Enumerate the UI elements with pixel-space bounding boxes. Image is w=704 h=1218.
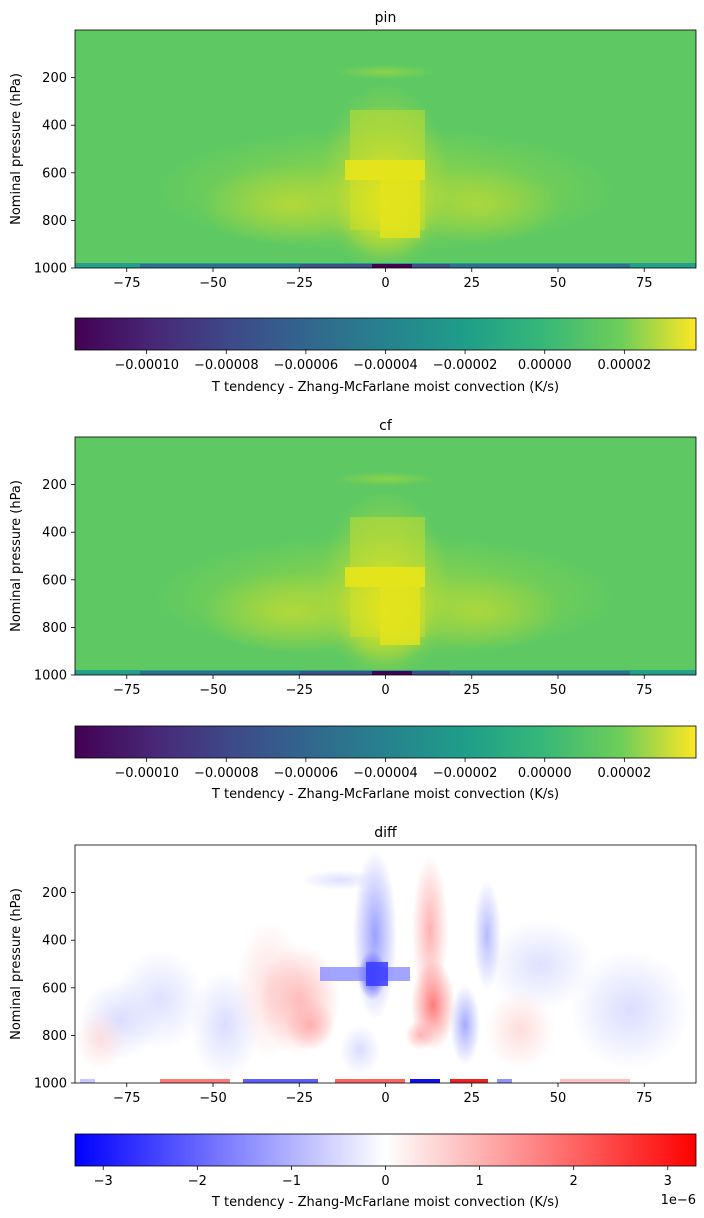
colorbar-tick-label: −0.00002: [433, 358, 498, 373]
panel-cf: cf Nominal pressure (hPa) −75 −50 −25 0 25 50…: [9, 418, 697, 802]
panel-title: pin: [375, 10, 397, 26]
colorbar-tick-label: 3: [664, 1174, 672, 1189]
colorbar-tick-label: −0.00010: [114, 358, 179, 373]
y-tick-label: 800: [42, 621, 67, 636]
x-tick-label: 75: [636, 276, 653, 291]
x-tick-label: 50: [550, 1091, 567, 1106]
x-tick-label: 0: [381, 683, 389, 698]
colorbar: [74, 1133, 697, 1167]
heatmap-field: [75, 30, 696, 268]
y-tick-label: 400: [42, 934, 67, 949]
colorbar-tick-label: −0.00004: [353, 766, 418, 781]
colorbar-ticks: −3 −2 −1 0 1 2 3: [94, 1166, 672, 1189]
colorbar-tick-label: 1: [475, 1174, 483, 1189]
panel-title: cf: [379, 418, 393, 434]
colorbar-tick-label: 0: [381, 1174, 389, 1189]
colorbar-tick-label: −0.00002: [433, 766, 498, 781]
y-axis-ticks: 200 400 600 800 1000: [34, 886, 75, 1092]
x-tick-label: −25: [286, 276, 313, 291]
x-tick-label: 25: [463, 1091, 480, 1106]
colorbar-tick-label: −0.00008: [194, 766, 259, 781]
x-tick-label: −50: [199, 276, 226, 291]
y-tick-label: 1000: [34, 1077, 67, 1092]
colorbar-tick-label: 0.00002: [597, 358, 651, 373]
y-tick-label: 200: [42, 71, 67, 86]
colorbar-tick-label: 0.00000: [518, 766, 572, 781]
y-axis-label: Nominal pressure (hPa): [9, 888, 24, 1040]
colorbar: [74, 725, 697, 759]
y-tick-label: 600: [42, 981, 67, 996]
panel-pin: pin Nominal pressure (hPa) −75 −50 −25 0 25 5…: [9, 10, 697, 395]
panel-diff: diff: [9, 825, 697, 1210]
y-tick-label: 600: [42, 166, 67, 181]
y-axis-ticks: 200 400 600 800 1000: [34, 71, 75, 277]
y-tick-label: 200: [42, 886, 67, 901]
x-tick-label: −25: [286, 1091, 313, 1106]
colorbar-tick-label: −2: [188, 1174, 207, 1189]
y-tick-label: 400: [42, 526, 67, 541]
colorbar-ticks: −0.00010 −0.00008 −0.00006 −0.00004 −0.00002…: [114, 758, 651, 781]
x-axis-ticks: −75 −50 −25 0 25 50 75: [113, 1083, 653, 1106]
colorbar-offset-label: 1e−6: [661, 1193, 696, 1208]
x-tick-label: 25: [463, 276, 480, 291]
x-tick-label: −25: [286, 683, 313, 698]
x-tick-label: −50: [199, 1091, 226, 1106]
x-tick-label: 0: [381, 276, 389, 291]
x-tick-label: 75: [636, 683, 653, 698]
y-tick-label: 800: [42, 1029, 67, 1044]
heatmap-field: [75, 845, 696, 1083]
y-tick-label: 800: [42, 214, 67, 229]
colorbar-tick-label: 0.00000: [518, 358, 572, 373]
x-tick-label: 50: [550, 276, 567, 291]
y-axis-label: Nominal pressure (hPa): [9, 73, 24, 225]
x-tick-label: 50: [550, 683, 567, 698]
colorbar-label: T tendency - Zhang-McFarlane moist conve…: [211, 787, 559, 802]
y-tick-label: 200: [42, 478, 67, 493]
x-tick-label: 25: [463, 683, 480, 698]
colorbar-tick-label: 0.00002: [597, 766, 651, 781]
panel-title: diff: [374, 825, 397, 841]
y-tick-label: 1000: [34, 262, 67, 277]
x-axis-ticks: −75 −50 −25 0 25 50 75: [113, 268, 653, 291]
y-axis-label: Nominal pressure (hPa): [9, 480, 24, 632]
x-tick-label: −50: [199, 683, 226, 698]
x-tick-label: −75: [113, 276, 140, 291]
colorbar-ticks: −0.00010 −0.00008 −0.00006 −0.00004 −0.00002…: [114, 350, 651, 373]
colorbar-tick-label: −0.00006: [274, 766, 339, 781]
colorbar-tick-label: −0.00004: [353, 358, 418, 373]
colorbar: [74, 317, 697, 351]
y-tick-label: 1000: [34, 669, 67, 684]
heatmap-field: [75, 437, 696, 675]
x-tick-label: −75: [113, 1091, 140, 1106]
colorbar-label: T tendency - Zhang-McFarlane moist conve…: [211, 1195, 559, 1210]
colorbar-tick-label: −0.00008: [194, 358, 259, 373]
x-axis-ticks: −75 −50 −25 0 25 50 75: [113, 675, 653, 698]
y-tick-label: 600: [42, 573, 67, 588]
x-tick-label: 75: [636, 1091, 653, 1106]
y-axis-ticks: 200 400 600 800 1000: [34, 478, 75, 684]
colorbar-tick-label: −1: [282, 1174, 301, 1189]
colorbar-tick-label: 2: [570, 1174, 578, 1189]
colorbar-label: T tendency - Zhang-McFarlane moist conve…: [211, 380, 559, 395]
colorbar-tick-label: −0.00010: [114, 766, 179, 781]
colorbar-tick-label: −3: [94, 1174, 113, 1189]
colorbar-tick-label: −0.00006: [274, 358, 339, 373]
y-tick-label: 400: [42, 119, 67, 134]
x-tick-label: 0: [381, 1091, 389, 1106]
x-tick-label: −75: [113, 683, 140, 698]
